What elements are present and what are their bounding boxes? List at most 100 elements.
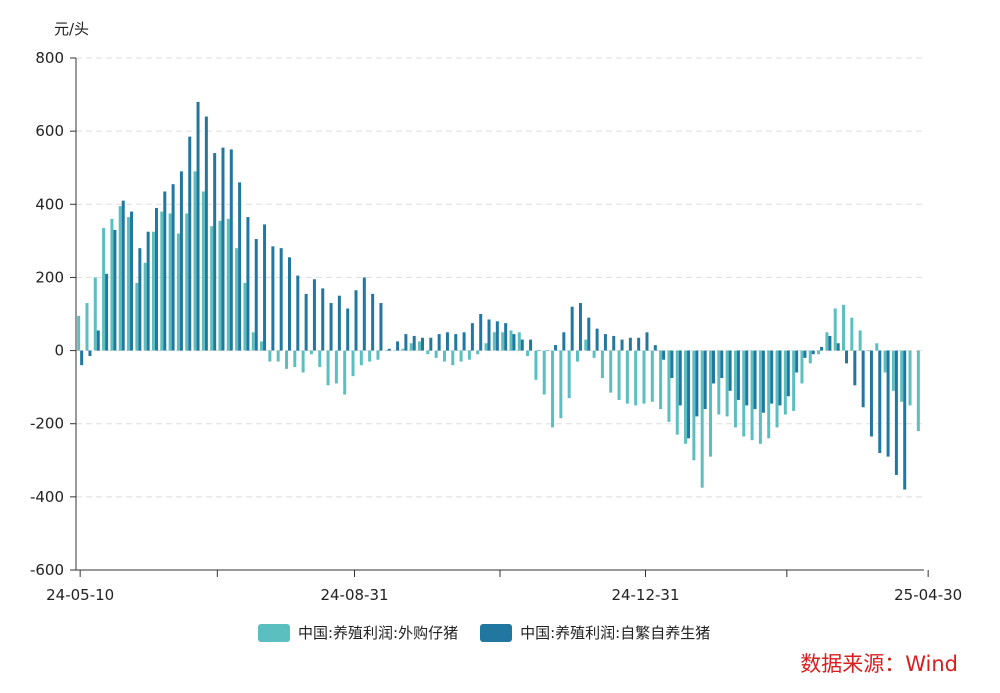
bar-series2[interactable] (179, 171, 183, 351)
bar-series1[interactable] (709, 350, 712, 457)
bar-series2[interactable] (387, 348, 391, 351)
bar-series1[interactable] (692, 350, 696, 461)
bar-series1[interactable] (866, 350, 870, 352)
bar-series2[interactable] (811, 350, 815, 355)
bar-series1[interactable] (143, 262, 147, 351)
bar-series2[interactable] (462, 332, 466, 351)
bar-series1[interactable] (210, 226, 214, 351)
bar-series1[interactable] (526, 350, 530, 357)
bar-series2[interactable] (312, 279, 316, 351)
bar-series1[interactable] (584, 339, 588, 351)
bar-series1[interactable] (218, 220, 222, 351)
bar-series2[interactable] (853, 350, 857, 386)
bar-series2[interactable] (495, 321, 499, 351)
bar-series1[interactable] (717, 350, 721, 415)
bar-series1[interactable] (908, 350, 912, 406)
bar-series2[interactable] (512, 334, 516, 351)
bar-series1[interactable] (659, 350, 663, 410)
bar-series2[interactable] (396, 341, 400, 351)
bar-series1[interactable] (501, 332, 505, 351)
bar-series2[interactable] (196, 101, 200, 351)
bar-series1[interactable] (567, 350, 571, 399)
bar-series2[interactable] (554, 345, 558, 351)
bar-series1[interactable] (251, 332, 255, 351)
bar-series1[interactable] (193, 171, 197, 351)
bar-series2[interactable] (628, 337, 632, 351)
bar-series2[interactable] (238, 182, 242, 351)
bar-series1[interactable] (359, 350, 363, 366)
bar-series2[interactable] (645, 332, 649, 351)
bar-series2[interactable] (354, 290, 358, 351)
bar-series2[interactable] (903, 350, 907, 490)
bar-series1[interactable] (492, 332, 496, 351)
bar-series2[interactable] (678, 350, 682, 406)
bar-series2[interactable] (113, 229, 117, 351)
bar-series1[interactable] (93, 277, 97, 351)
bar-series2[interactable] (504, 323, 508, 351)
bar-series2[interactable] (271, 246, 275, 351)
bar-series1[interactable] (833, 308, 837, 351)
bar-series2[interactable] (229, 149, 233, 351)
bar-series1[interactable] (118, 206, 122, 351)
bar-series2[interactable] (578, 303, 582, 351)
bar-series2[interactable] (188, 136, 192, 351)
bar-series1[interactable] (384, 350, 388, 352)
bar-series1[interactable] (758, 350, 762, 444)
bar-series2[interactable] (288, 257, 291, 351)
bar-series2[interactable] (537, 350, 541, 352)
bar-series1[interactable] (858, 330, 862, 351)
bar-series1[interactable] (226, 218, 230, 351)
bar-series1[interactable] (559, 350, 563, 419)
bar-series1[interactable] (725, 350, 729, 417)
bar-series1[interactable] (900, 350, 904, 402)
bar-series1[interactable] (800, 350, 804, 384)
bar-series1[interactable] (85, 303, 89, 351)
bar-series1[interactable] (600, 350, 604, 378)
bar-series1[interactable] (700, 350, 704, 488)
bar-series2[interactable] (745, 350, 749, 406)
bar-series2[interactable] (845, 350, 849, 364)
bar-series1[interactable] (135, 282, 139, 351)
bar-series2[interactable] (803, 350, 807, 358)
bar-series2[interactable] (329, 303, 333, 351)
bar-series1[interactable] (484, 343, 488, 351)
bar-series1[interactable] (368, 350, 372, 362)
bar-series1[interactable] (151, 231, 155, 351)
bar-series2[interactable] (695, 350, 699, 417)
bar-series1[interactable] (825, 332, 829, 351)
bar-series2[interactable] (296, 275, 300, 351)
bar-series2[interactable] (703, 350, 707, 410)
bar-series2[interactable] (412, 335, 416, 351)
bar-series1[interactable] (293, 350, 297, 368)
bar-series2[interactable] (670, 350, 674, 378)
bar-series1[interactable] (451, 350, 455, 366)
bar-series2[interactable] (346, 308, 350, 351)
bar-series1[interactable] (418, 341, 422, 351)
bar-series1[interactable] (650, 350, 654, 402)
bar-series2[interactable] (894, 350, 898, 475)
bar-series1[interactable] (243, 282, 247, 351)
bar-series2[interactable] (479, 314, 483, 351)
bar-series2[interactable] (429, 337, 433, 351)
bar-series1[interactable] (77, 315, 81, 351)
bar-series1[interactable] (842, 304, 846, 351)
bar-series2[interactable] (138, 248, 142, 351)
bar-series1[interactable] (235, 248, 239, 351)
bar-series2[interactable] (304, 293, 308, 351)
bar-series2[interactable] (545, 350, 549, 352)
bar-series1[interactable] (176, 233, 180, 351)
bar-series1[interactable] (393, 350, 397, 352)
bar-series1[interactable] (808, 350, 812, 364)
bar-series2[interactable] (869, 350, 873, 437)
bar-series1[interactable] (343, 350, 347, 395)
bar-series1[interactable] (684, 350, 688, 444)
bar-series1[interactable] (792, 350, 796, 411)
bar-series2[interactable] (371, 293, 375, 351)
bar-series2[interactable] (587, 317, 591, 351)
bar-series1[interactable] (268, 350, 272, 362)
bar-series1[interactable] (376, 350, 380, 360)
bar-series2[interactable] (88, 350, 92, 357)
bar-series1[interactable] (850, 317, 854, 351)
bar-series1[interactable] (617, 350, 621, 400)
bar-series1[interactable] (534, 350, 538, 380)
